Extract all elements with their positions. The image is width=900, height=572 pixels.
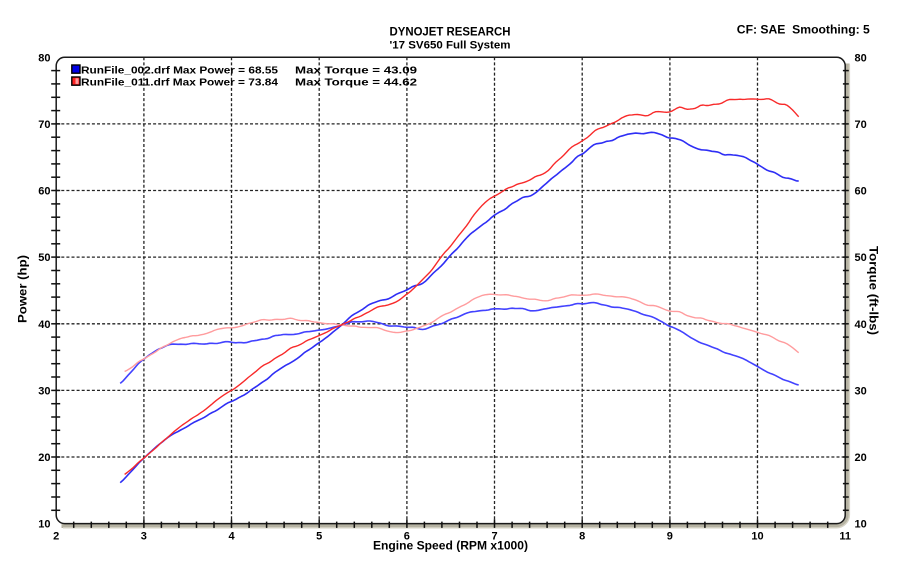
svg-text:8: 8 — [579, 531, 585, 543]
svg-text:Torque (ft-lbs): Torque (ft-lbs) — [867, 246, 879, 335]
svg-text:40: 40 — [38, 319, 50, 331]
svg-text:50: 50 — [855, 252, 867, 264]
svg-text:DYNOJET RESEARCH: DYNOJET RESEARCH — [390, 27, 511, 39]
svg-text:10: 10 — [751, 531, 763, 543]
svg-text:70: 70 — [38, 119, 50, 131]
svg-text:30: 30 — [855, 385, 867, 397]
svg-text:10: 10 — [855, 519, 867, 531]
svg-text:40: 40 — [855, 319, 867, 331]
svg-text:CF: SAE Smoothing: 5: CF: SAE Smoothing: 5 — [737, 23, 870, 37]
svg-text:60: 60 — [855, 186, 867, 198]
svg-text:2: 2 — [53, 531, 59, 543]
svg-text:RunFile_011.drf Max Power = 73: RunFile_011.drf Max Power = 73.84 — [81, 76, 278, 88]
svg-text:Engine Speed (RPM x1000): Engine Speed (RPM x1000) — [373, 539, 528, 553]
svg-text:4: 4 — [228, 531, 235, 543]
svg-text:Power (hp): Power (hp) — [18, 255, 30, 323]
svg-text:Max Torque = 44.62: Max Torque = 44.62 — [295, 76, 417, 88]
svg-text:7: 7 — [491, 531, 497, 543]
svg-text:6: 6 — [404, 531, 410, 543]
svg-text:5: 5 — [316, 531, 322, 543]
svg-text:20: 20 — [855, 452, 867, 464]
svg-text:80: 80 — [38, 52, 50, 64]
svg-text:3: 3 — [141, 531, 147, 543]
svg-text:'17 SV650 Full System: '17 SV650 Full System — [390, 40, 511, 52]
svg-text:10: 10 — [38, 519, 50, 531]
svg-text:80: 80 — [855, 52, 867, 64]
svg-text:9: 9 — [667, 531, 673, 543]
svg-text:70: 70 — [855, 119, 867, 131]
svg-text:30: 30 — [38, 385, 50, 397]
svg-text:20: 20 — [38, 452, 50, 464]
svg-text:Max Torque = 43.09: Max Torque = 43.09 — [295, 64, 417, 76]
svg-text:50: 50 — [38, 252, 50, 264]
svg-text:60: 60 — [38, 186, 50, 198]
svg-text:11: 11 — [839, 531, 851, 543]
svg-text:RunFile_002.drf Max Power = 68: RunFile_002.drf Max Power = 68.55 — [81, 64, 278, 76]
